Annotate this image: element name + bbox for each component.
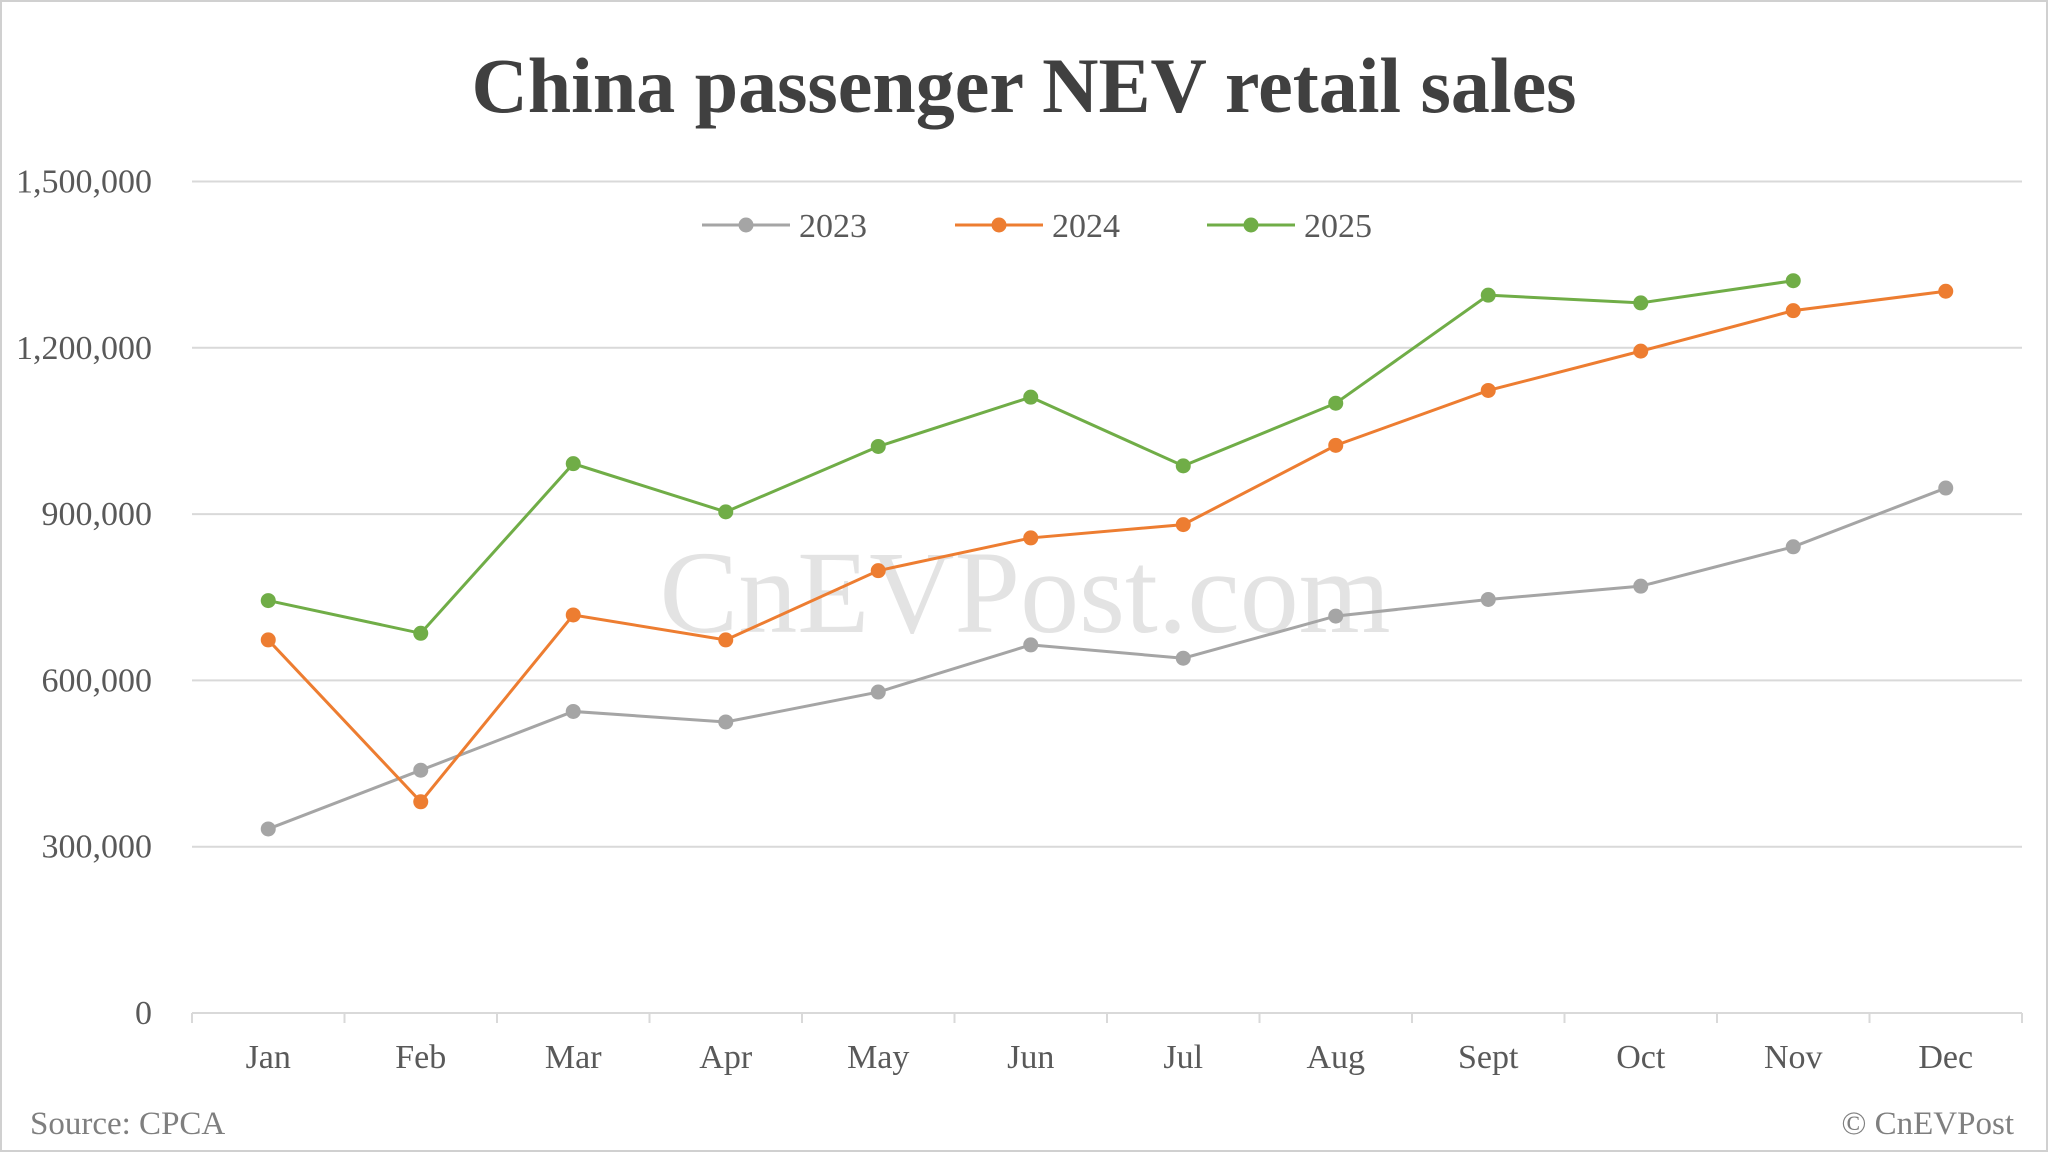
data-point <box>718 504 734 520</box>
legend-marker <box>1243 217 1259 233</box>
legend-item-2023: 2023 <box>702 208 867 245</box>
data-point <box>1328 395 1344 411</box>
y-tick-label: 0 <box>135 995 152 1032</box>
x-tick-label: Apr <box>699 1039 753 1076</box>
y-tick-label: 1,500,000 <box>16 164 152 201</box>
legend-marker <box>738 217 754 233</box>
data-point <box>870 438 886 454</box>
data-point <box>1480 591 1496 607</box>
data-point <box>1328 608 1344 624</box>
data-point <box>718 632 734 648</box>
series-2024 <box>260 283 1954 810</box>
x-tick-label: Sept <box>1458 1039 1519 1076</box>
x-tick-label: Feb <box>395 1039 446 1076</box>
data-point <box>1175 517 1191 533</box>
legend-item-2025: 2025 <box>1207 208 1372 245</box>
data-point <box>565 703 581 719</box>
copyright-note: © CnEVPost <box>1841 1106 2014 1142</box>
data-point <box>1175 650 1191 666</box>
series-2023 <box>260 480 1954 837</box>
data-point <box>1023 637 1039 653</box>
data-point <box>718 714 734 730</box>
data-point <box>565 607 581 623</box>
legend-marker <box>991 217 1007 233</box>
chart-title: China passenger NEV retail sales <box>471 42 1576 129</box>
x-tick-label: Aug <box>1306 1039 1365 1076</box>
legend-label: 2025 <box>1304 208 1372 245</box>
data-point <box>1633 295 1649 311</box>
x-tick-label: Jan <box>246 1039 291 1076</box>
source-note: Source: CPCA <box>30 1106 225 1142</box>
data-point <box>260 593 276 609</box>
y-tick-label: 300,000 <box>42 829 153 866</box>
data-point <box>1023 530 1039 546</box>
legend-label: 2024 <box>1052 208 1120 245</box>
data-point <box>1633 343 1649 359</box>
series-2025 <box>260 273 1801 641</box>
x-tick-label: May <box>847 1039 909 1076</box>
data-point <box>1785 539 1801 555</box>
data-point <box>413 762 429 778</box>
watermark: CnEVPost.com <box>660 527 1391 658</box>
x-tick-label: Nov <box>1764 1039 1823 1076</box>
data-point <box>1938 480 1954 496</box>
data-point <box>1480 382 1496 398</box>
x-tick-label: Oct <box>1616 1039 1666 1076</box>
data-point <box>1480 287 1496 303</box>
x-tick-label: Dec <box>1918 1039 1973 1076</box>
x-tick-label: Jun <box>1007 1039 1054 1076</box>
series-line <box>267 486 1947 831</box>
data-point <box>1785 303 1801 319</box>
x-tick-label: Mar <box>545 1039 602 1076</box>
data-point <box>1328 437 1344 453</box>
x-tick-label: Jul <box>1163 1039 1203 1076</box>
y-tick-label: 600,000 <box>42 662 153 699</box>
data-point <box>260 821 276 837</box>
legend-label: 2023 <box>799 208 867 245</box>
series-line <box>267 289 1946 805</box>
data-point <box>1175 458 1191 474</box>
legend-item-2024: 2024 <box>955 208 1120 245</box>
data-point <box>870 684 886 700</box>
data-point <box>260 632 276 648</box>
data-point <box>1785 273 1801 289</box>
y-tick-label: 900,000 <box>42 496 153 533</box>
data-point <box>870 563 886 579</box>
y-tick-label: 1,200,000 <box>16 330 152 367</box>
data-point <box>1633 578 1649 594</box>
data-point <box>1023 389 1039 405</box>
data-point <box>413 794 429 810</box>
data-point <box>1938 283 1954 299</box>
data-point <box>565 456 581 472</box>
data-point <box>413 625 429 641</box>
